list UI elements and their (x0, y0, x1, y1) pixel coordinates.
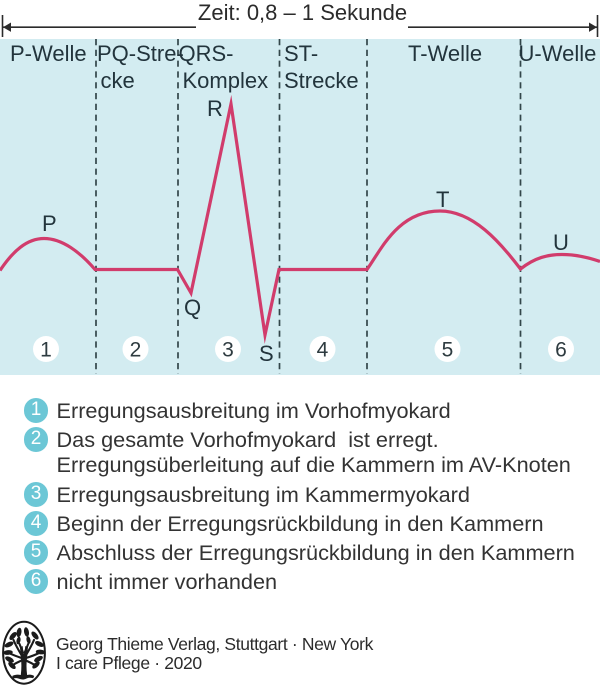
svg-text:4: 4 (317, 339, 329, 362)
svg-text:3: 3 (222, 339, 234, 362)
svg-text:2: 2 (130, 339, 142, 362)
svg-text:6: 6 (555, 339, 567, 362)
svg-text:1: 1 (40, 339, 52, 362)
svg-text:5: 5 (442, 339, 454, 362)
